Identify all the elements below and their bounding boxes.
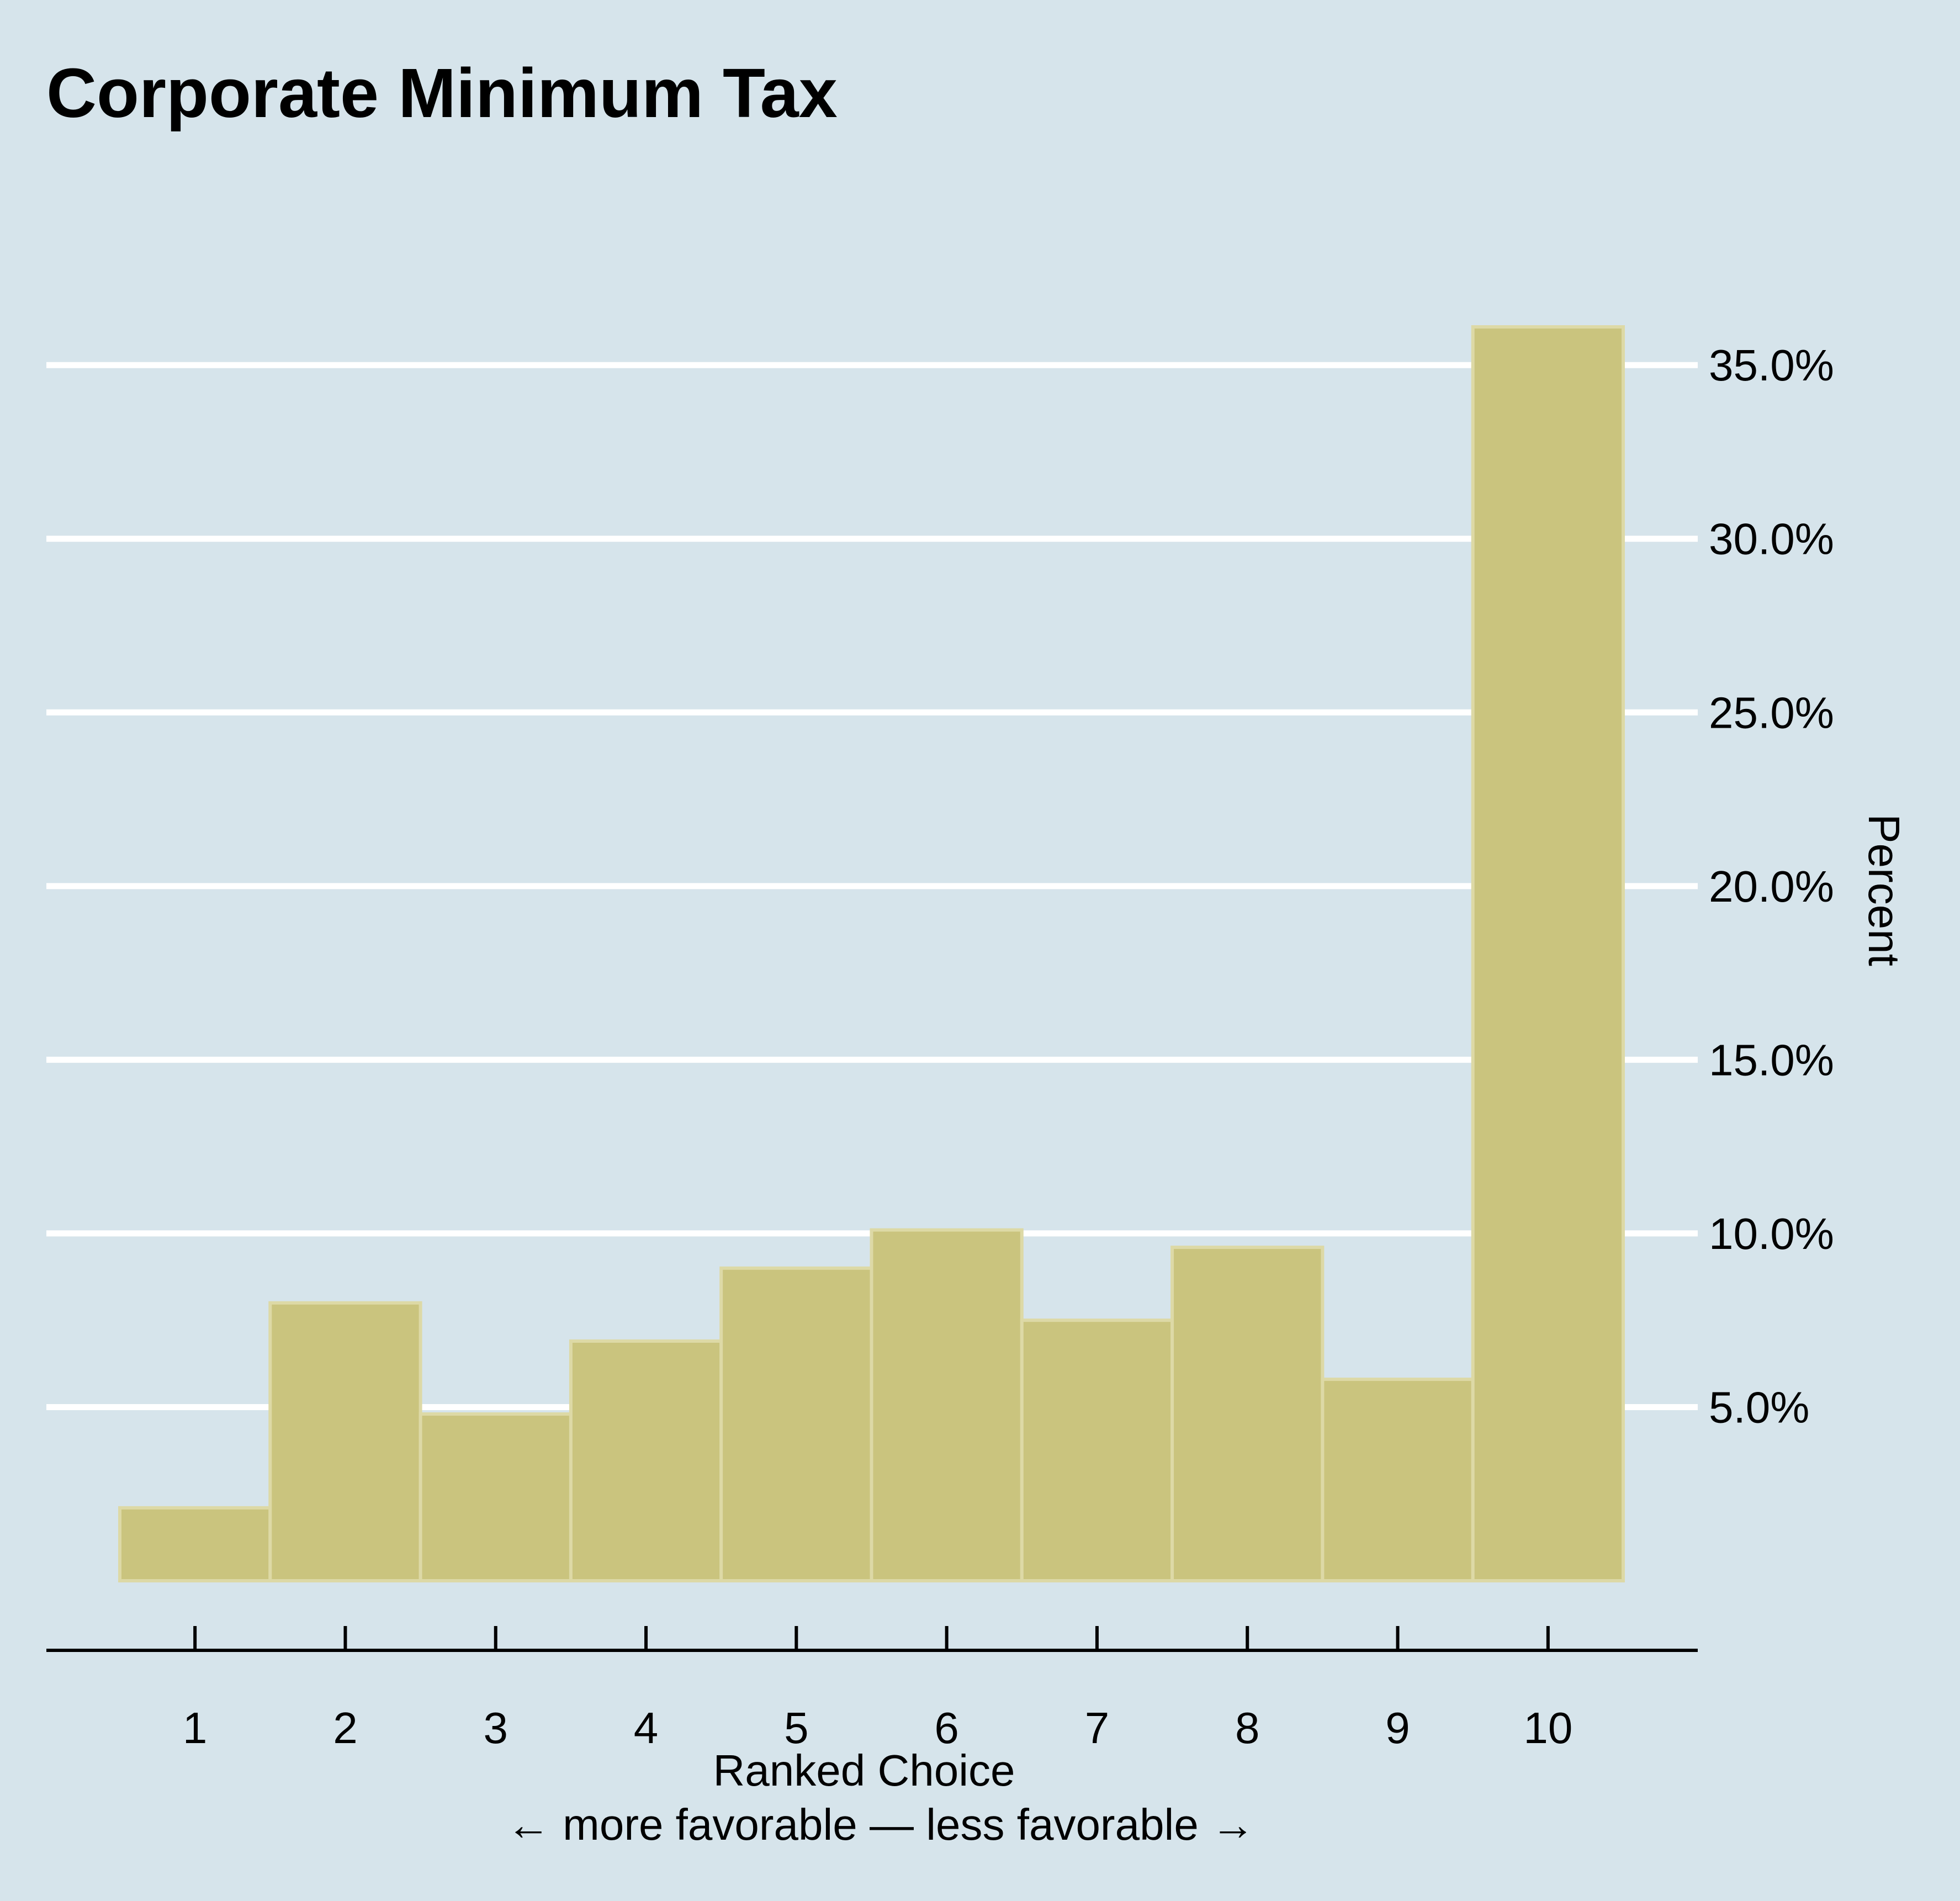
y-tick-labels: 5.0% 10.0% 15.0% 20.0% 25.0% 30.0% 35.0%	[1709, 341, 1834, 1432]
x-axis-subtitle: ← more favorable — less favorable →	[506, 1800, 1255, 1849]
x-tick-label-10: 10	[1523, 1703, 1572, 1752]
x-tick-label-9: 9	[1385, 1703, 1410, 1752]
x-tick-label-8: 8	[1235, 1703, 1260, 1752]
bar-7	[1020, 1318, 1174, 1582]
y-tick-label-5: 25.0%	[1709, 688, 1834, 737]
y-axis-title: Percent	[1860, 814, 1909, 966]
grid-lines	[46, 362, 1698, 1410]
x-tick-label-6: 6	[934, 1703, 959, 1752]
bars	[118, 325, 1625, 1583]
x-tick-label-1: 1	[183, 1703, 208, 1752]
x-tick-label-3: 3	[484, 1703, 508, 1752]
y-tick-label-7: 35.0%	[1709, 341, 1834, 390]
x-tick-label-2: 2	[333, 1703, 358, 1752]
y-tick-label-3: 15.0%	[1709, 1035, 1834, 1084]
y-tick-label-1: 5.0%	[1709, 1383, 1809, 1432]
x-tick-label-7: 7	[1085, 1703, 1110, 1752]
bar-9	[1321, 1378, 1475, 1582]
x-tick-label-5: 5	[784, 1703, 809, 1752]
x-tick-label-4: 4	[634, 1703, 659, 1752]
bar-4	[569, 1339, 723, 1582]
bar-5	[719, 1266, 873, 1583]
bar-2	[268, 1301, 422, 1582]
y-tick-label-2: 10.0%	[1709, 1209, 1834, 1258]
y-tick-label-4: 20.0%	[1709, 862, 1834, 911]
y-tick-label-6: 30.0%	[1709, 515, 1834, 564]
chart-title: Corporate Minimum Tax	[46, 54, 838, 132]
bar-3	[419, 1412, 573, 1583]
bar-1	[118, 1506, 272, 1582]
bar-10	[1471, 325, 1625, 1582]
x-axis-title: Ranked Choice	[713, 1746, 1015, 1795]
x-ticks: 1 2 3 4 5 6 7 8 9 10	[183, 1626, 1572, 1752]
bar-6	[870, 1228, 1024, 1582]
bar-8	[1170, 1246, 1325, 1583]
